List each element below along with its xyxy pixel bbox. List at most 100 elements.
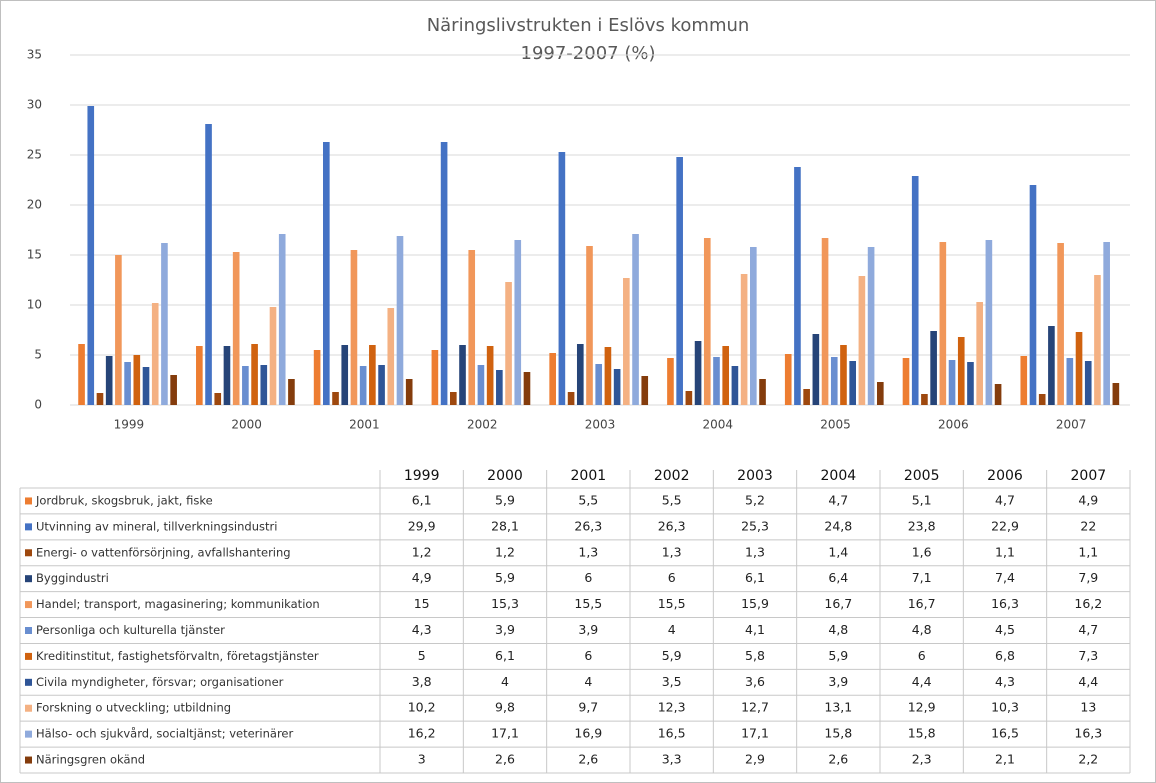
bar xyxy=(449,392,457,405)
table-value: 2,9 xyxy=(745,752,765,767)
table-value: 4 xyxy=(668,622,676,637)
table-value: 4,5 xyxy=(995,622,1015,637)
table-value: 4,7 xyxy=(995,492,1015,507)
bar xyxy=(812,334,820,405)
bar xyxy=(1038,394,1046,405)
x-tick-label: 2005 xyxy=(820,418,851,432)
table-value: 2,2 xyxy=(1078,752,1098,767)
bar xyxy=(676,157,683,405)
y-tick-label: 5 xyxy=(34,348,42,362)
table-value: 4 xyxy=(584,674,592,689)
bar xyxy=(115,255,122,405)
bar xyxy=(794,167,801,405)
bar xyxy=(523,372,531,405)
table-value: 16,7 xyxy=(824,596,852,611)
bar xyxy=(1103,242,1110,405)
table-value: 6,4 xyxy=(828,570,848,585)
table-value: 12,9 xyxy=(908,700,936,715)
table-value: 2,6 xyxy=(828,752,848,767)
y-tick-label: 10 xyxy=(27,298,42,312)
legend-label: Handel; transport, magasinering; kommuni… xyxy=(36,597,320,611)
table-value: 5,2 xyxy=(745,492,765,507)
table-value: 5,1 xyxy=(912,492,932,507)
table-value: 15,8 xyxy=(824,726,852,741)
bar xyxy=(830,357,838,405)
bar xyxy=(332,392,339,405)
bar xyxy=(459,345,466,405)
legend-label: Byggindustri xyxy=(36,571,109,585)
table-value: 5,8 xyxy=(745,648,765,663)
table-value: 25,3 xyxy=(741,518,769,533)
table-value: 15,3 xyxy=(491,596,519,611)
x-tick-label: 2004 xyxy=(703,418,734,432)
table-header: 2001 xyxy=(571,468,607,484)
table-header: 2000 xyxy=(487,468,523,484)
table-value: 6,1 xyxy=(495,648,515,663)
table-value: 1,2 xyxy=(412,544,432,559)
legend-label: Forskning o utveckling; utbildning xyxy=(36,701,231,715)
bar xyxy=(170,375,177,405)
table-header: 2004 xyxy=(821,468,857,484)
bar xyxy=(378,365,385,405)
bar xyxy=(641,376,649,405)
table-value: 22 xyxy=(1080,518,1096,533)
table-header: 2002 xyxy=(654,468,690,484)
bar xyxy=(803,389,810,405)
table-value: 1,3 xyxy=(578,544,598,559)
bar xyxy=(948,360,956,405)
legend-label: Näringsgren okänd xyxy=(36,753,145,767)
legend-label: Civila myndigheter, försvar; organisatio… xyxy=(36,675,284,689)
table-value: 12,7 xyxy=(741,700,769,715)
table-value: 4,3 xyxy=(995,674,1015,689)
bar xyxy=(867,247,875,405)
table-value: 7,3 xyxy=(1078,648,1098,663)
table-value: 15,8 xyxy=(908,726,936,741)
bar xyxy=(205,124,212,405)
bar xyxy=(849,361,856,405)
legend-label: Utvinning av mineral, tillverkningsindus… xyxy=(36,519,277,533)
bar xyxy=(278,234,286,405)
bar xyxy=(313,350,321,405)
table-value: 15,5 xyxy=(658,596,686,611)
table-value: 7,4 xyxy=(995,570,1015,585)
bar xyxy=(468,250,476,405)
table-value: 10,3 xyxy=(991,700,1019,715)
bar xyxy=(341,345,349,405)
table-value: 3 xyxy=(418,752,426,767)
table-value: 4,3 xyxy=(412,622,432,637)
table-value: 13 xyxy=(1080,700,1096,715)
x-tick-label: 2006 xyxy=(938,418,969,432)
bar xyxy=(784,354,792,405)
bar xyxy=(840,345,847,405)
bar xyxy=(251,344,258,405)
table-value: 6 xyxy=(584,648,592,663)
bar xyxy=(1112,383,1120,405)
table-value: 1,4 xyxy=(828,544,848,559)
bar xyxy=(731,366,739,405)
legend-key xyxy=(25,549,32,557)
table-value: 5,5 xyxy=(578,492,598,507)
table-value: 5,9 xyxy=(662,648,682,663)
bar xyxy=(1094,275,1101,405)
bar xyxy=(1057,243,1064,405)
bar xyxy=(667,358,674,405)
table-value: 6,1 xyxy=(745,570,765,585)
legend-label: Energi- o vattenförsörjning, avfallshant… xyxy=(36,545,291,559)
table-value: 6,1 xyxy=(412,492,432,507)
x-tick-label: 2001 xyxy=(349,418,380,432)
table-value: 29,9 xyxy=(408,518,436,533)
table-header: 2006 xyxy=(987,468,1023,484)
table-value: 23,8 xyxy=(908,518,936,533)
table-value: 16,5 xyxy=(658,726,686,741)
table-value: 7,1 xyxy=(912,570,932,585)
table-header: 1999 xyxy=(404,468,440,484)
table-value: 26,3 xyxy=(658,518,686,533)
table-value: 2,6 xyxy=(495,752,515,767)
bar xyxy=(604,347,612,405)
table-value: 6 xyxy=(918,648,926,663)
table-value: 1,3 xyxy=(662,544,682,559)
legend-key xyxy=(25,756,32,764)
bar xyxy=(269,307,277,405)
table-value: 16,2 xyxy=(1074,596,1102,611)
legend-key xyxy=(25,601,32,609)
